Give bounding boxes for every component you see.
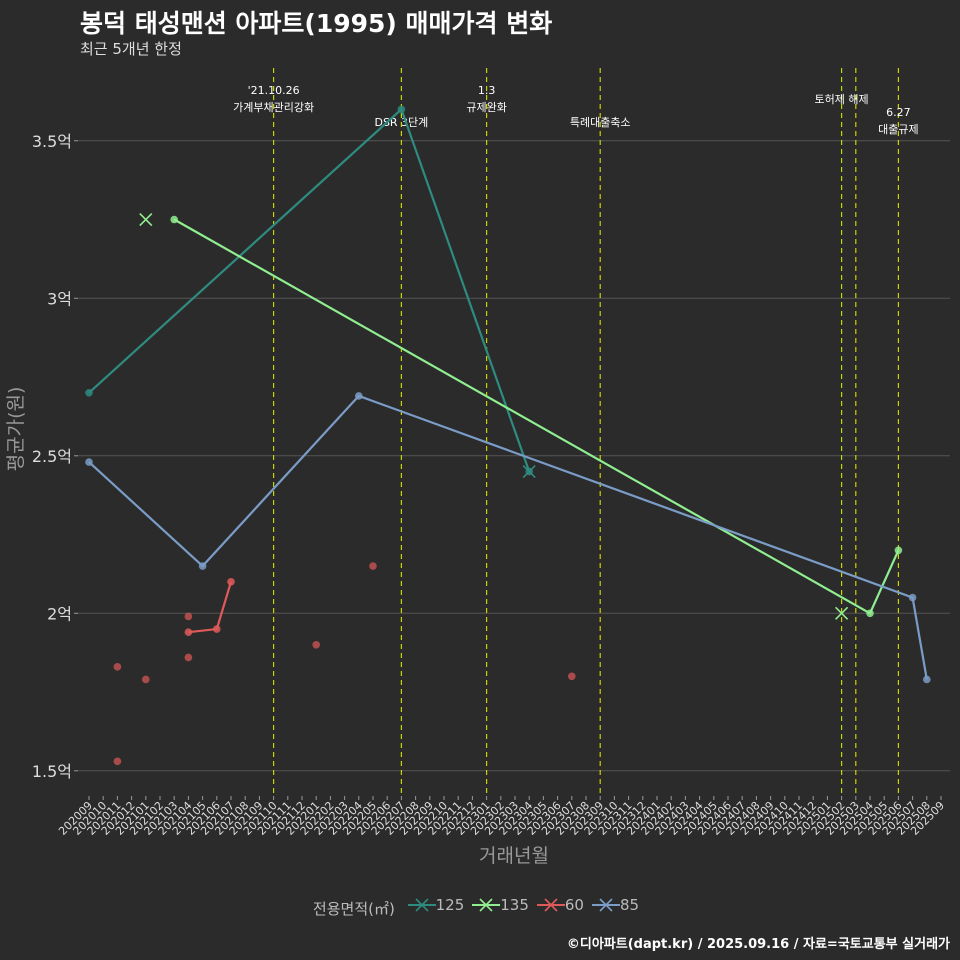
series-line-125 [88,107,531,472]
legend-key-60 [536,898,565,912]
data-point-135 [170,215,178,224]
event-label: 6.27 [886,106,911,119]
data-point-60 [184,628,193,636]
data-point-85 [923,675,931,684]
data-point-60 [312,640,321,649]
chart-subtitle: 최근 5개년 한정 [80,40,182,58]
data-point-60 [213,625,221,633]
data-point-85 [908,593,917,602]
legend-key-85 [591,898,620,912]
data-point-60 [113,757,122,766]
data-point-125 [397,105,406,114]
legend-item-135: 135 [472,896,529,914]
event-label: 토허제 해제 [815,92,869,106]
data-point-125 [85,388,93,397]
legend-title: 전용면적(㎡) [312,900,395,918]
data-point-60 [227,577,235,586]
data-point-85 [85,458,93,466]
series-line-85 [88,394,928,680]
data-point-60 [369,562,377,570]
legend-label: 125 [435,896,465,914]
x-axis-label: 거래년월 [479,845,549,867]
cross-marker-135 [835,606,849,620]
y-tick-label: 2.5억 [32,447,72,466]
y-tick-label: 3억 [47,289,72,308]
y-tick-label: 3.5억 [32,132,72,151]
legend-item-85: 85 [591,896,640,914]
series-line-60 [188,581,233,634]
chart-title: 봉덕 태성맨션 아파트(1995) 매매가격 변화 [80,9,553,38]
data-point-60 [184,612,193,621]
y-tick-label: 1.5억 [32,762,72,781]
data-point-60 [113,663,122,671]
legend-key-135 [472,898,501,912]
event-label: 대출규제 [878,123,918,136]
legend-key-125 [407,898,436,912]
legend-label: 60 [564,896,584,914]
data-point-85 [355,392,363,400]
data-point-60 [568,672,576,681]
event-label: DSR 3단계 [374,116,428,129]
series-line-135 [173,218,900,615]
event-label: 특례대출축소 [570,116,631,129]
event-label: 규제완화 [466,101,506,114]
cross-marker-135 [139,212,153,227]
y-axis-label: 평균가(원) [5,387,27,472]
event-label: 가계부채관리강화 [233,101,314,114]
data-point-135 [866,609,874,618]
event-label: 1.3 [478,84,496,97]
cross-marker-125 [522,464,536,479]
y-tick-label: 2억 [47,604,72,623]
data-point-85 [198,562,207,570]
data-point-135 [894,546,903,555]
data-point-60 [142,675,150,684]
legend-label: 135 [500,896,529,914]
legend-items: 125 135 60 85 [407,896,647,918]
source-caption: ©디아파트(dapt.kr) / 2025.09.16 / 자료=국토교통부 실… [566,937,950,952]
legend-item-125: 125 [407,896,465,914]
data-point-60 [184,653,193,662]
legend-item-60: 60 [536,896,584,914]
legend-label: 85 [619,896,640,914]
event-label: '21.10.26 [248,84,300,97]
legend: 전용면적(㎡) 125 135 60 85 [0,896,960,919]
